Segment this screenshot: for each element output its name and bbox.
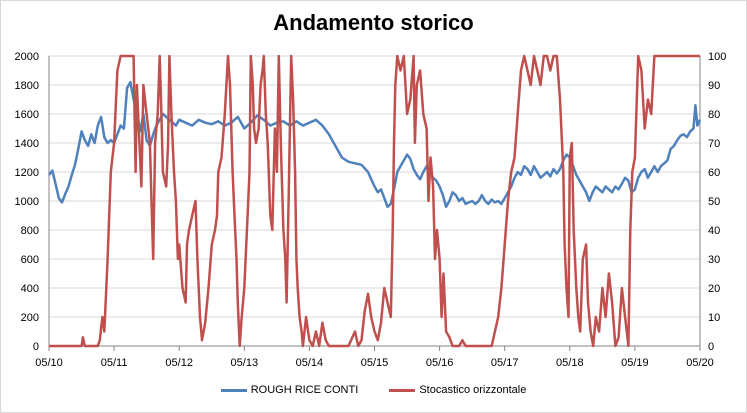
y-left-tick-label: 1400 <box>15 138 39 150</box>
y-right-tick-label: 10 <box>708 312 720 324</box>
series-line-rough-rice <box>48 80 702 209</box>
x-tick-label: 05/10 <box>35 357 63 369</box>
y-left-tick-label: 400 <box>21 283 39 295</box>
axes <box>48 56 701 351</box>
x-tick-label: 05/13 <box>231 357 259 369</box>
x-tick-label: 05/17 <box>491 357 519 369</box>
y-right-tick-label: 90 <box>708 80 720 92</box>
legend-item-stocastico: Stocastico orizzontale <box>389 384 526 396</box>
y-left-tick-label: 1000 <box>15 196 39 208</box>
legend-swatch-stocastico <box>389 388 416 392</box>
y-left-tick-label: 800 <box>21 225 39 237</box>
y-right-tick-label: 80 <box>708 109 720 121</box>
x-tick-label: 05/20 <box>686 357 714 369</box>
y-left-tick-label: 2000 <box>15 51 39 63</box>
y-left-tick-label: 1600 <box>15 109 39 121</box>
y-right-tick-label: 50 <box>708 196 720 208</box>
y-right-tick-label: 20 <box>708 283 720 295</box>
y-left-tick-label: 0 <box>33 341 39 353</box>
x-tick-label: 05/14 <box>296 357 324 369</box>
y-left-tick-label: 1800 <box>15 80 39 92</box>
x-tick-label: 05/11 <box>101 357 128 369</box>
legend: ROUGH RICE CONTI Stocastico orizzontale <box>0 384 747 396</box>
legend-swatch-rough-rice <box>220 388 247 392</box>
y-right-tick-label: 100 <box>708 51 726 63</box>
y-right-tick-label: 30 <box>708 254 720 266</box>
series-line-stocastico <box>49 54 700 348</box>
x-tick-label: 05/12 <box>165 357 193 369</box>
y-left-tick-label: 600 <box>21 254 39 266</box>
x-tick-label: 05/16 <box>426 357 454 369</box>
y-right-tick-label: 40 <box>708 225 720 237</box>
y-right-tick-label: 70 <box>708 138 720 150</box>
legend-label-stocastico: Stocastico orizzontale <box>419 384 527 397</box>
tick-labels: 0 200 400 600 800 1000 1200 1400 1600 1800 2000 0 10… <box>15 51 727 369</box>
x-tick-label: 05/19 <box>621 357 649 369</box>
series-lines <box>48 54 702 348</box>
legend-item-rough-rice: ROUGH RICE CONTI <box>220 384 359 397</box>
x-tick-label: 05/18 <box>556 357 584 369</box>
y-left-tick-label: 200 <box>21 312 39 324</box>
x-tick-label: 05/15 <box>361 357 389 369</box>
y-right-tick-label: 0 <box>708 341 714 353</box>
y-left-tick-label: 1200 <box>15 167 39 179</box>
chart-title: Andamento storico <box>273 10 474 35</box>
legend-label-rough-rice: ROUGH RICE CONTI <box>250 384 359 397</box>
y-right-tick-label: 60 <box>708 167 720 179</box>
